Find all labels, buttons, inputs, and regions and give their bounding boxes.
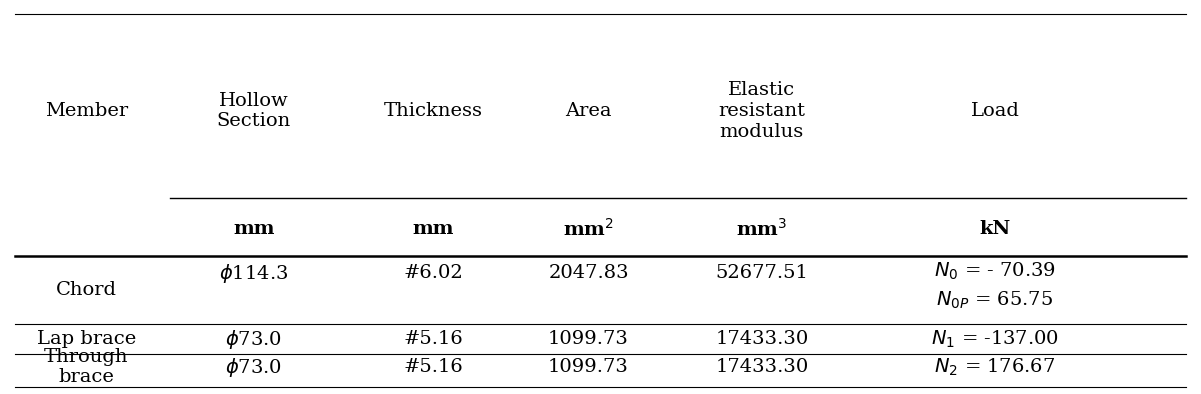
Text: $N_2$ = 176.67: $N_2$ = 176.67 xyxy=(934,357,1056,378)
Text: mm: mm xyxy=(412,220,454,238)
Text: 17433.30: 17433.30 xyxy=(716,358,808,376)
Text: $\phi$73.0: $\phi$73.0 xyxy=(226,355,282,379)
Text: $N_1$ = -137.00: $N_1$ = -137.00 xyxy=(931,328,1059,349)
Text: Elastic
resistant
modulus: Elastic resistant modulus xyxy=(718,81,806,141)
Text: $\phi$73.0: $\phi$73.0 xyxy=(226,327,282,351)
Text: 2047.83: 2047.83 xyxy=(548,264,629,282)
Text: mm$^3$: mm$^3$ xyxy=(736,218,788,240)
Text: kN: kN xyxy=(979,220,1010,238)
Text: 1099.73: 1099.73 xyxy=(548,358,629,376)
Text: Member: Member xyxy=(44,102,129,120)
Text: Thickness: Thickness xyxy=(383,102,483,120)
Text: Hollow
Section: Hollow Section xyxy=(216,91,291,130)
Text: Lap brace: Lap brace xyxy=(37,330,136,348)
Text: #5.16: #5.16 xyxy=(404,358,464,376)
Text: #5.16: #5.16 xyxy=(404,330,464,348)
Text: 52677.51: 52677.51 xyxy=(716,264,808,282)
Text: #6.02: #6.02 xyxy=(404,264,464,282)
Text: mm: mm xyxy=(233,220,275,238)
Text: Area: Area xyxy=(566,102,611,120)
Text: $N_0$ = - 70.39: $N_0$ = - 70.39 xyxy=(934,261,1056,282)
Text: mm$^2$: mm$^2$ xyxy=(563,218,614,240)
Text: $\phi$114.3: $\phi$114.3 xyxy=(219,262,288,285)
Text: 1099.73: 1099.73 xyxy=(548,330,629,348)
Text: Load: Load xyxy=(970,102,1020,120)
Text: $N_{0P}$ = 65.75: $N_{0P}$ = 65.75 xyxy=(937,290,1053,311)
Text: 17433.30: 17433.30 xyxy=(716,330,808,348)
Text: Through
brace: Through brace xyxy=(44,348,129,387)
Text: Chord: Chord xyxy=(56,281,116,299)
